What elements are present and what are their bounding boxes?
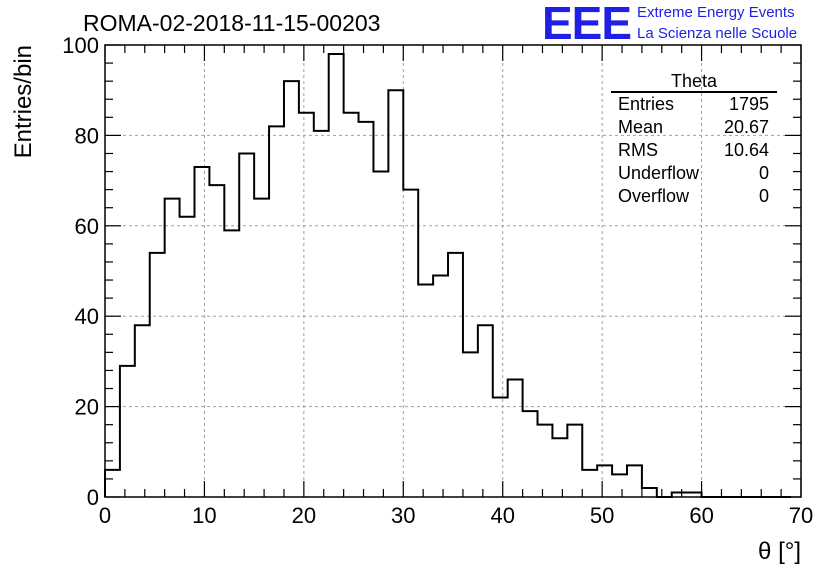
histogram-bin <box>165 199 180 497</box>
histogram-bin <box>150 253 165 497</box>
x-tick-label: 40 <box>490 503 514 528</box>
histogram-bin <box>403 190 418 497</box>
histogram-bin <box>612 474 627 497</box>
histogram-outline <box>104 53 792 498</box>
histogram-bin <box>552 438 567 497</box>
stats-row-underflow: Underflow 0 <box>611 162 777 185</box>
x-tick-label: 0 <box>99 503 111 528</box>
y-tick-label: 40 <box>75 304 99 329</box>
x-tick-label: 10 <box>192 503 216 528</box>
histogram-bin <box>239 153 254 497</box>
histogram-bin <box>254 199 269 497</box>
histogram-bin <box>120 366 135 497</box>
y-tick-label: 0 <box>87 485 99 510</box>
stats-value: 0 <box>758 163 769 183</box>
histogram-bin <box>284 81 299 497</box>
x-tick-label: 60 <box>689 503 713 528</box>
histogram-bin <box>597 465 612 497</box>
eee-logo: EEE <box>542 0 632 49</box>
plot-frame <box>104 44 802 498</box>
stats-value: 20.67 <box>723 117 769 137</box>
histogram-bin <box>627 465 642 497</box>
histogram-bin <box>299 113 314 497</box>
stats-label: RMS <box>618 140 658 160</box>
histogram-bin <box>180 217 195 497</box>
stats-row-overflow: Overflow 0 <box>611 185 777 208</box>
x-tick-label: 30 <box>391 503 415 528</box>
histogram-bin <box>344 113 359 497</box>
stats-box: Theta Entries 1795 Mean 20.67 RMS 10.64 … <box>611 71 777 208</box>
histogram-bin <box>642 488 657 497</box>
stats-row-rms: RMS 10.64 <box>611 139 777 162</box>
stats-value: 0 <box>758 186 769 206</box>
histogram-bin <box>463 352 478 497</box>
histogram-bin <box>269 126 284 497</box>
histogram-bin <box>433 276 448 497</box>
histogram-bin <box>448 253 463 497</box>
y-tick-label: 60 <box>75 214 99 239</box>
x-tick-label: 70 <box>789 503 813 528</box>
stats-label: Mean <box>618 117 664 137</box>
y-tick-label: 100 <box>62 33 99 58</box>
stats-label: Overflow <box>618 186 690 206</box>
stats-value: 10.64 <box>723 140 769 160</box>
histogram-bin <box>523 411 538 497</box>
y-tick-label: 20 <box>75 395 99 420</box>
y-tick-label: 80 <box>75 123 99 148</box>
stats-value: 1795 <box>728 94 769 114</box>
histogram-bin <box>314 131 329 497</box>
stats-label: Underflow <box>618 163 700 183</box>
stats-box-title: Theta <box>611 71 777 93</box>
logo-line-1: Extreme Energy Events <box>637 4 795 21</box>
histogram-bin <box>478 325 493 497</box>
histogram-bin <box>373 172 388 497</box>
histogram-bin <box>105 470 120 497</box>
stats-row-mean: Mean 20.67 <box>611 116 777 139</box>
stats-row-entries: Entries 1795 <box>611 93 777 116</box>
histogram-bin <box>359 122 374 497</box>
histogram-bin <box>567 425 582 497</box>
y-axis-label: Entries/bin <box>10 45 37 158</box>
histogram-bin <box>135 325 150 497</box>
histogram-bin <box>538 425 553 497</box>
histogram-bin <box>329 54 344 497</box>
histogram-bin <box>209 185 224 497</box>
histogram-bin <box>493 398 508 497</box>
stats-label: Entries <box>618 94 675 114</box>
histogram-bin <box>194 167 209 497</box>
x-tick-label: 50 <box>590 503 614 528</box>
logo-line-2: La Scienza nelle Scuole <box>637 25 798 42</box>
histogram-bin <box>508 379 523 497</box>
chart-title: ROMA-02-2018-11-15-00203 <box>83 10 381 36</box>
x-tick-label: 20 <box>292 503 316 528</box>
histogram-bin <box>388 90 403 497</box>
histogram-bin <box>224 230 239 497</box>
histogram-bin <box>582 470 597 497</box>
x-axis-label: θ [°] <box>758 538 801 565</box>
